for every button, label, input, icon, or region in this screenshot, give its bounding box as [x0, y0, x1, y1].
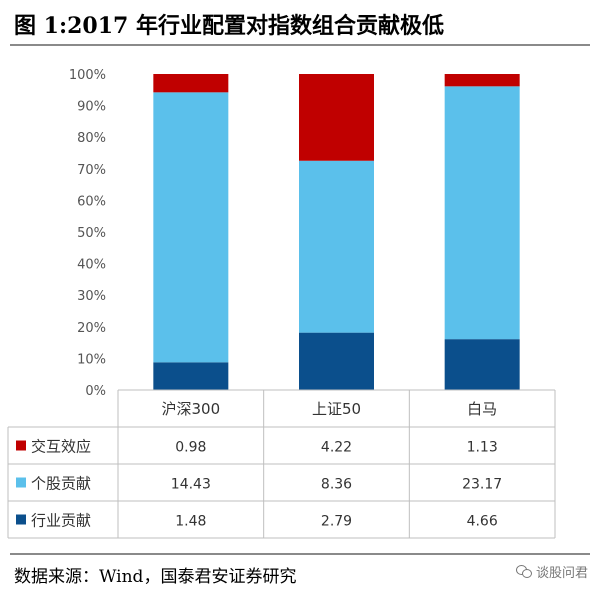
bar-segment	[153, 362, 229, 390]
bar-segment	[444, 86, 520, 340]
legend-label: 交互效应	[31, 438, 91, 456]
y-tick-label: 50%	[77, 226, 106, 241]
y-tick-label: 10%	[77, 352, 106, 367]
data-label: 4.66	[467, 514, 498, 530]
bar-segment	[299, 160, 374, 333]
legend-swatch	[16, 440, 26, 451]
category-label: 上证50	[312, 400, 361, 418]
bottom-rule	[10, 553, 590, 555]
watermark-text: 谈股问君	[535, 566, 588, 581]
bar-segment	[299, 74, 374, 161]
y-tick-label: 0%	[85, 384, 106, 399]
data-label: 1.48	[175, 514, 206, 530]
watermark: 谈股问君	[515, 562, 588, 581]
source-note: 数据来源：Wind，国泰君安证券研究	[14, 567, 297, 587]
y-tick-label: 90%	[77, 100, 106, 115]
y-tick-label: 60%	[77, 194, 106, 209]
bar-segment	[444, 339, 520, 390]
y-tick-label: 100%	[69, 68, 106, 83]
data-label: 8.36	[321, 477, 352, 493]
bar-segment	[153, 92, 229, 363]
y-tick-label: 30%	[77, 289, 106, 304]
data-label: 0.98	[175, 440, 206, 456]
legend-swatch	[16, 477, 26, 488]
y-tick-label: 40%	[77, 258, 106, 273]
legend-swatch	[16, 514, 26, 525]
top-rule	[10, 44, 590, 46]
data-label: 1.13	[467, 440, 498, 456]
bar-segment	[153, 74, 229, 93]
category-label: 沪深300	[162, 400, 221, 418]
category-label: 白马	[467, 400, 497, 418]
data-label: 4.22	[321, 440, 352, 456]
y-tick-label: 20%	[77, 321, 106, 336]
legend-label: 个股贡献	[31, 475, 91, 493]
data-label: 2.79	[321, 514, 352, 530]
legend-label: 行业贡献	[31, 512, 91, 530]
y-tick-label: 70%	[77, 163, 106, 178]
wechat-icon	[515, 565, 532, 578]
data-label: 14.43	[171, 477, 211, 493]
bar-segment	[444, 74, 520, 87]
y-tick-label: 80%	[77, 131, 106, 146]
stacked-percent-bar-chart: 0% 10% 20% 30% 40% 50% 60% 70% 80% 90% 100% 沪深300 上证…	[7, 68, 556, 539]
bar-segment	[299, 332, 374, 390]
data-label: 23.17	[462, 477, 502, 493]
chart-title: 图 1:2017 年行业配置对指数组合贡献极低	[14, 13, 444, 39]
